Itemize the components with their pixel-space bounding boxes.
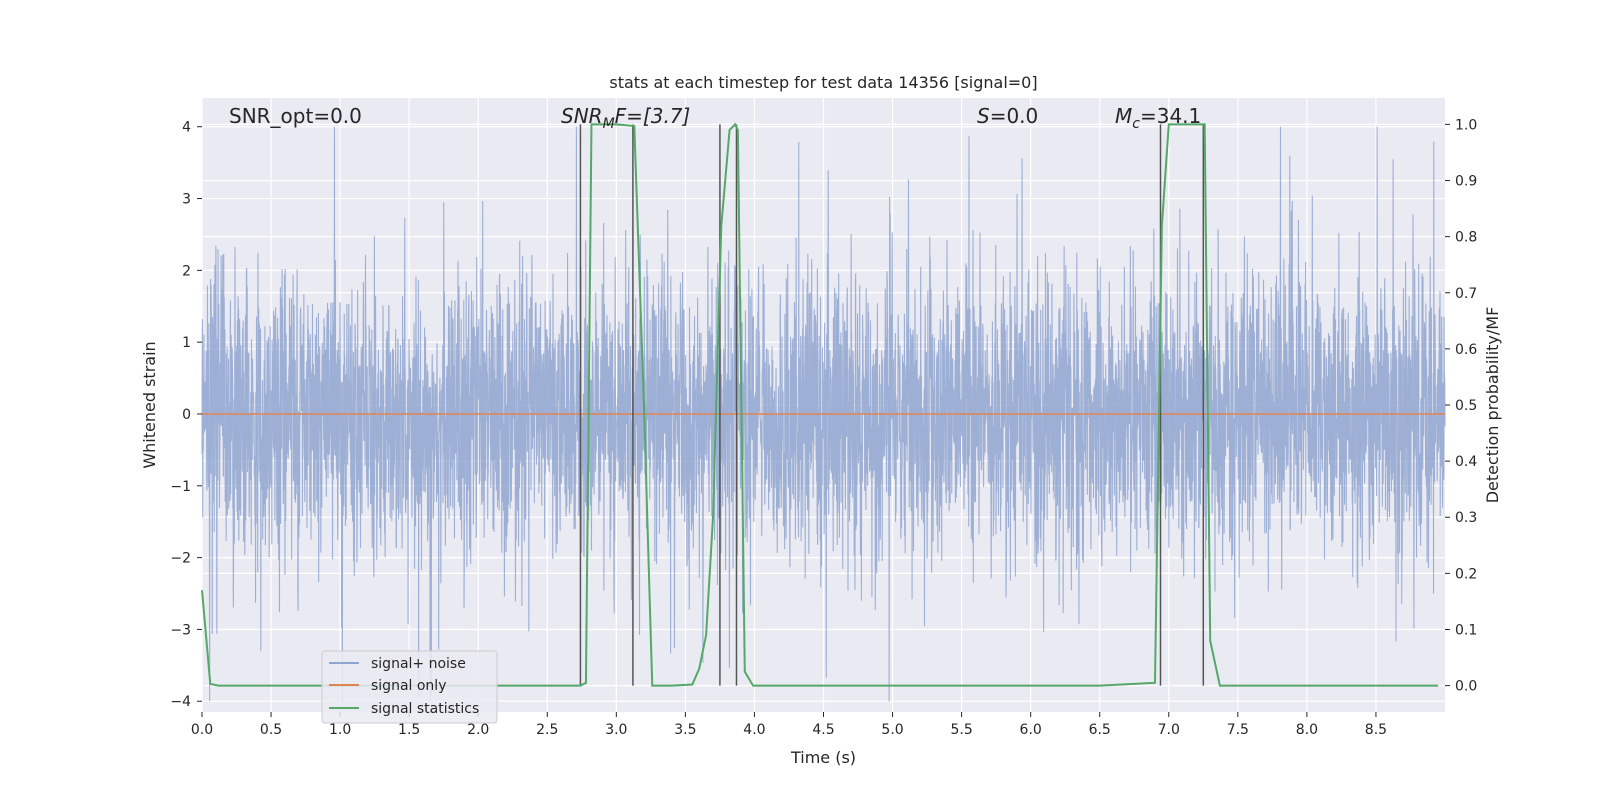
x-tick-label-5: 2.5 — [536, 722, 558, 738]
x-tick-label-16: 8.0 — [1296, 722, 1318, 738]
x-tick-label-9: 4.5 — [812, 722, 834, 738]
y-axis-right-label: Detection probability/MF — [1483, 307, 1502, 504]
line-signal-statistics — [201, 122, 1439, 687]
y-right-tick-label-3: 0.7 — [1455, 286, 1477, 302]
x-tick-label-3: 1.5 — [398, 722, 420, 738]
legend-label-signal-statistics: signal statistics — [371, 701, 479, 717]
y-left-tick-label-5: −1 — [170, 479, 191, 495]
x-tick-label-11: 5.5 — [950, 722, 972, 738]
x-tick-label-13: 6.5 — [1089, 722, 1111, 738]
y-left-tick-label-1: 3 — [182, 192, 191, 208]
x-tick-label-6: 3.0 — [605, 722, 627, 738]
y-right-tick-label-2: 0.8 — [1455, 230, 1477, 246]
annotation-snr-mf-sub: M — [603, 116, 615, 132]
x-tick-label-14: 7.0 — [1158, 722, 1180, 738]
y-right-tick-label-9: 0.1 — [1455, 622, 1477, 638]
x-tick-label-2: 1.0 — [329, 722, 351, 738]
legend: signal+ noise signal only signal statist… — [321, 650, 498, 724]
x-tick-label-1: 0.5 — [260, 722, 282, 738]
annotation-snr-opt: SNR_opt=0.0 — [229, 104, 362, 128]
y-left-tick-label-3: 1 — [182, 335, 191, 351]
y-right-tick-label-8: 0.2 — [1455, 566, 1477, 582]
series-signal-statistics — [201, 122, 1439, 687]
series-signal-noise — [201, 126, 1446, 702]
x-tick-label-7: 3.5 — [674, 722, 696, 738]
legend-label-signal-noise: signal+ noise — [371, 656, 466, 672]
vertical-markers — [579, 124, 1205, 686]
x-tick-label-10: 5.0 — [881, 722, 903, 738]
x-tick-label-12: 6.0 — [1020, 722, 1042, 738]
y-right-tick-label-10: 0.0 — [1455, 679, 1477, 695]
annotation-s-main: S — [977, 104, 990, 128]
chart-title: stats at each timestep for test data 143… — [609, 73, 1037, 92]
x-tick-label-8: 4.0 — [743, 722, 765, 738]
y-axis-left-label: Whitened strain — [140, 341, 159, 468]
annotation-mc-rest: =34.1 — [1140, 104, 1201, 128]
annotation-mc: Mc=34.1 — [1115, 104, 1201, 132]
ticks: 0.0 0.5 1.0 1.5 2.0 2.5 3.0 3.5 4.0 4.5 5.0 5.5 6.0 6… — [170, 117, 1477, 738]
y-right-tick-label-7: 0.3 — [1455, 510, 1477, 526]
annotation-s-rest: =0.0 — [990, 104, 1039, 128]
y-left-tick-label-0: 4 — [182, 120, 191, 136]
y-right-tick-label-4: 0.6 — [1455, 342, 1477, 358]
x-axis-label: Time (s) — [790, 748, 856, 767]
y-right-tick-label-6: 0.4 — [1455, 454, 1477, 470]
annotation-snr-mf-rest: F=[3.7] — [615, 104, 691, 128]
x-tick-label-0: 0.0 — [191, 722, 213, 738]
y-left-tick-label-8: −4 — [170, 694, 191, 710]
annotation-s: S=0.0 — [977, 104, 1038, 128]
y-right-tick-label-5: 0.5 — [1455, 398, 1477, 414]
y-left-tick-label-7: −3 — [170, 622, 191, 638]
annotation-snr-mf-main: SNR — [561, 104, 603, 128]
y-right-tick-label-1: 0.9 — [1455, 174, 1477, 190]
legend-box — [321, 650, 498, 724]
x-tick-label-15: 7.5 — [1227, 722, 1249, 738]
x-tick-label-4: 2.0 — [467, 722, 489, 738]
y-left-tick-label-6: −2 — [170, 551, 191, 567]
y-right-tick-label-0: 1.0 — [1455, 117, 1477, 133]
y-left-tick-label-2: 2 — [182, 263, 191, 279]
x-tick-label-17: 8.5 — [1365, 722, 1387, 738]
legend-label-signal-only: signal only — [371, 678, 446, 694]
annotation-mc-sub: c — [1132, 116, 1140, 132]
annotation-mc-main: M — [1115, 104, 1132, 128]
annotation-snr-mf: SNRMF=[3.7] — [561, 104, 690, 132]
line-signal-noise — [201, 126, 1446, 702]
y-left-tick-label-4: 0 — [182, 407, 191, 423]
